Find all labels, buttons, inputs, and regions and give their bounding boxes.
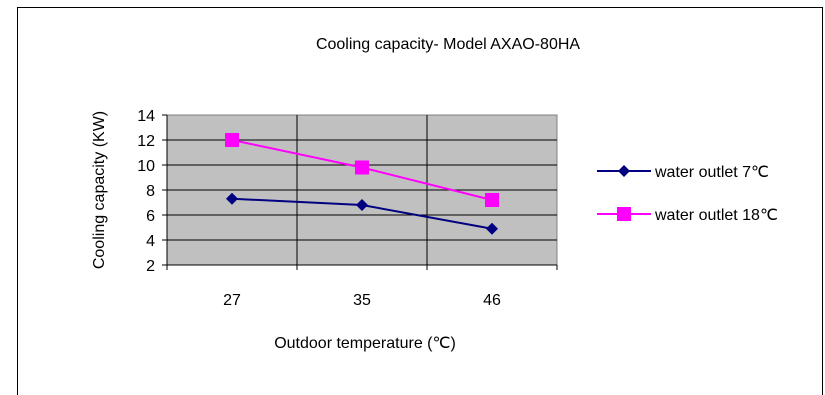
legend-label: water outlet 18℃: [654, 207, 778, 224]
legend-entry-2: water outlet 18℃: [597, 207, 778, 224]
x-tick-label: 35: [353, 292, 371, 309]
axes: [162, 114, 558, 270]
y-tick-label: 4: [146, 233, 155, 250]
legend-marker: [617, 207, 631, 221]
y-axis-label: Cooling capacity (KW): [91, 111, 108, 269]
x-tick-labels: 27 35 46: [223, 292, 501, 309]
data-point: [226, 192, 238, 205]
y-tick-labels: 2 4 6 8 10 12 14: [137, 108, 155, 275]
legend-marker: [618, 165, 630, 177]
x-tick-label: 46: [483, 292, 501, 309]
data-point: [355, 160, 369, 175]
chart-title: Cooling capacity- Model AXAO-80HA: [316, 36, 580, 53]
y-tick-label: 14: [137, 108, 155, 125]
y-tick-label: 10: [137, 158, 155, 175]
data-point: [356, 199, 368, 211]
x-axis-label: Outdoor temperature (℃): [274, 335, 456, 352]
series-2: [225, 133, 499, 207]
chart-frame: [17, 7, 823, 395]
data-point: [225, 133, 239, 147]
series-1: [226, 192, 498, 235]
y-tick-label: 12: [137, 133, 155, 150]
data-point: [485, 193, 499, 207]
series-group: [225, 133, 499, 235]
y-tick-label: 2: [146, 258, 155, 275]
data-point: [486, 222, 498, 235]
legend-label: water outlet 7℃: [654, 164, 769, 181]
x-tick-label: 27: [223, 292, 241, 309]
y-tick-label: 8: [146, 183, 155, 200]
y-tick-label: 6: [146, 208, 155, 225]
legend: water outlet 7℃ water outlet 18℃: [597, 164, 778, 224]
legend-entry-1: water outlet 7℃: [597, 164, 769, 181]
